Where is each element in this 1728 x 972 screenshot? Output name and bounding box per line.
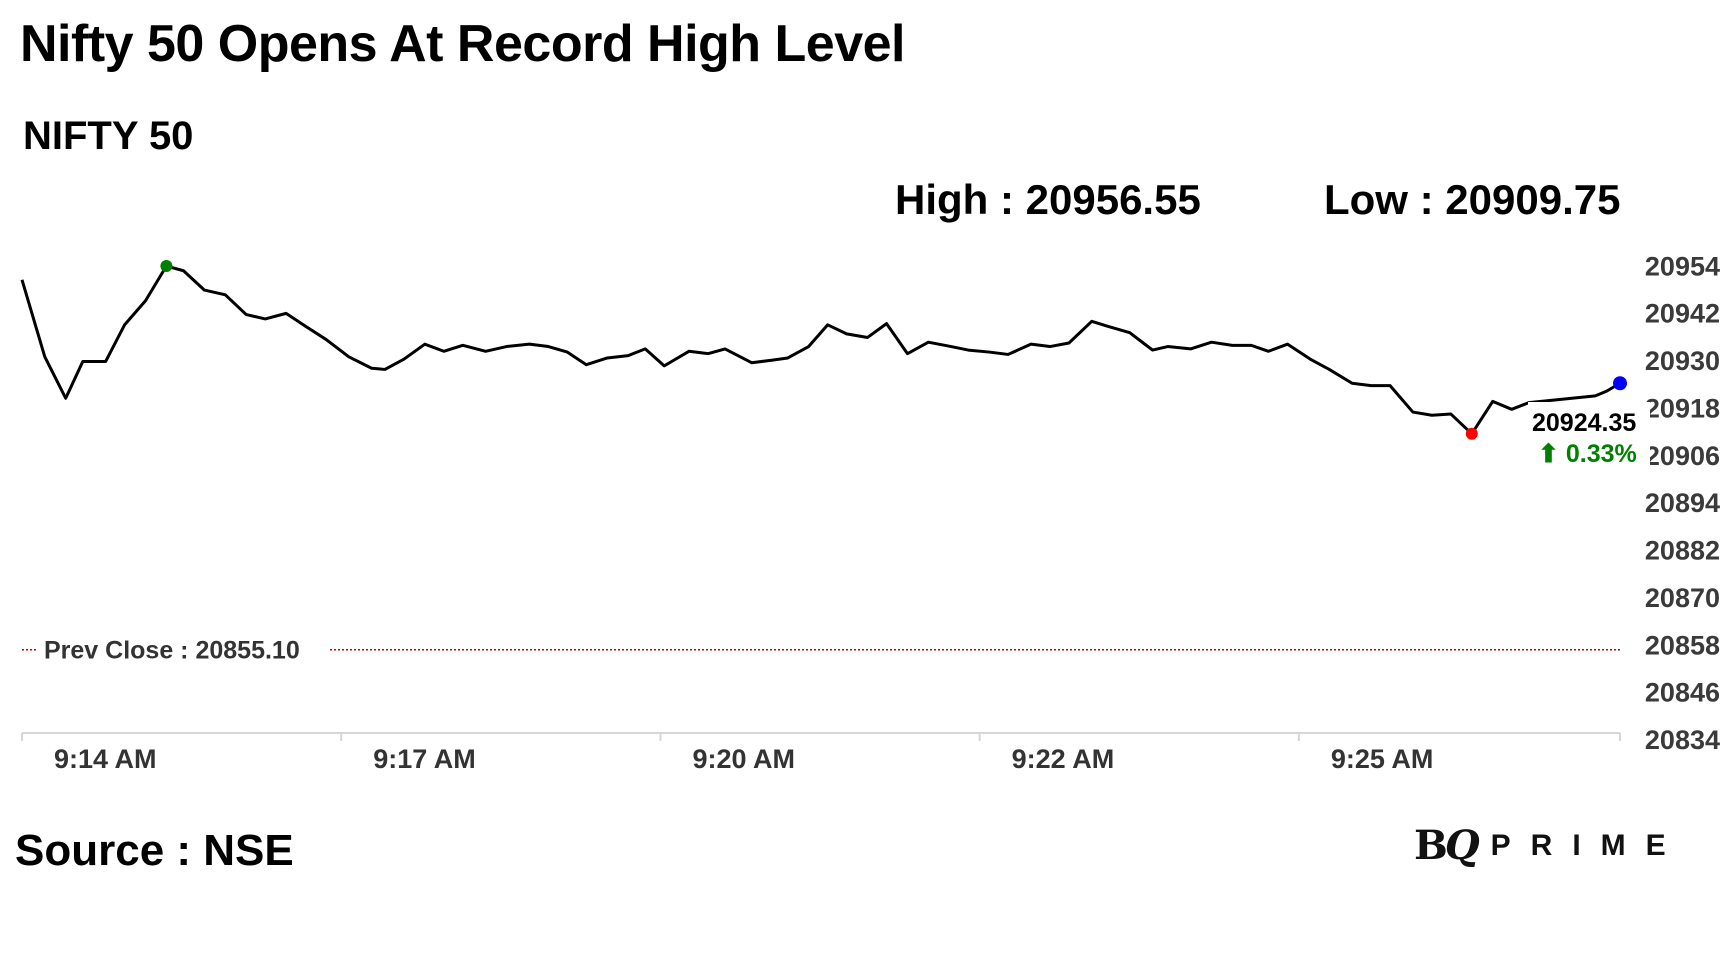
x-tick-label: 9:25 AM — [1331, 744, 1434, 774]
prev-close-line: Prev Close : 20855.10 — [22, 631, 1620, 668]
y-tick-label: 20858 — [1645, 630, 1720, 660]
x-tick-label: 9:20 AM — [692, 744, 795, 774]
price-line — [20, 264, 1621, 436]
x-axis: 9:14 AM 9:17 AM 9:20 AM 9:22 AM 9:25 AM — [21, 732, 1621, 774]
y-tick-label: 20918 — [1645, 393, 1720, 423]
last-marker — [1613, 376, 1627, 391]
y-tick-label: 20882 — [1645, 536, 1720, 566]
day-low: Low : 20909.75 — [1324, 176, 1621, 223]
y-tick-label: 20930 — [1645, 346, 1720, 376]
x-tick-label: 9:22 AM — [1012, 744, 1115, 774]
y-tick-label: 20894 — [1645, 488, 1720, 518]
y-tick-label: 20834 — [1645, 725, 1720, 755]
logo-bq: BQ — [1414, 822, 1480, 869]
last-value: 20924.35 — [1532, 409, 1636, 437]
y-tick-label: 20942 — [1645, 299, 1720, 329]
change-percent: ⬆ 0.33% — [1538, 440, 1637, 468]
y-tick-label: 20846 — [1645, 678, 1720, 708]
prev-close-label: Prev Close : 20855.10 — [44, 637, 300, 665]
high-marker — [160, 260, 173, 273]
bq-prime-logo: BQ PRIME — [1414, 822, 1686, 869]
prev-close-label-bg — [38, 631, 328, 668]
y-tick-label: 20870 — [1645, 583, 1720, 613]
chart-subtitle: NIFTY 50 — [23, 114, 194, 158]
series-nifty — [20, 260, 1621, 440]
x-tick-label: 9:14 AM — [54, 744, 157, 774]
last-label-bg — [1528, 402, 1650, 466]
page-title: Nifty 50 Opens At Record High Level — [20, 15, 905, 73]
y-tick-label: 20954 — [1645, 251, 1720, 281]
source-note: Source : NSE — [15, 826, 294, 875]
logo-prime: PRIME — [1490, 828, 1686, 862]
last-value-label: 20924.35 ⬆ 0.33% — [1528, 376, 1650, 468]
y-axis: 20954 20942 20930 20918 20906 20894 20882 20870… — [1645, 251, 1720, 755]
y-tick-label: 20906 — [1645, 441, 1720, 471]
low-marker — [1465, 427, 1478, 440]
day-high: High : 20956.55 — [895, 176, 1201, 223]
x-tick-label: 9:17 AM — [373, 744, 476, 774]
